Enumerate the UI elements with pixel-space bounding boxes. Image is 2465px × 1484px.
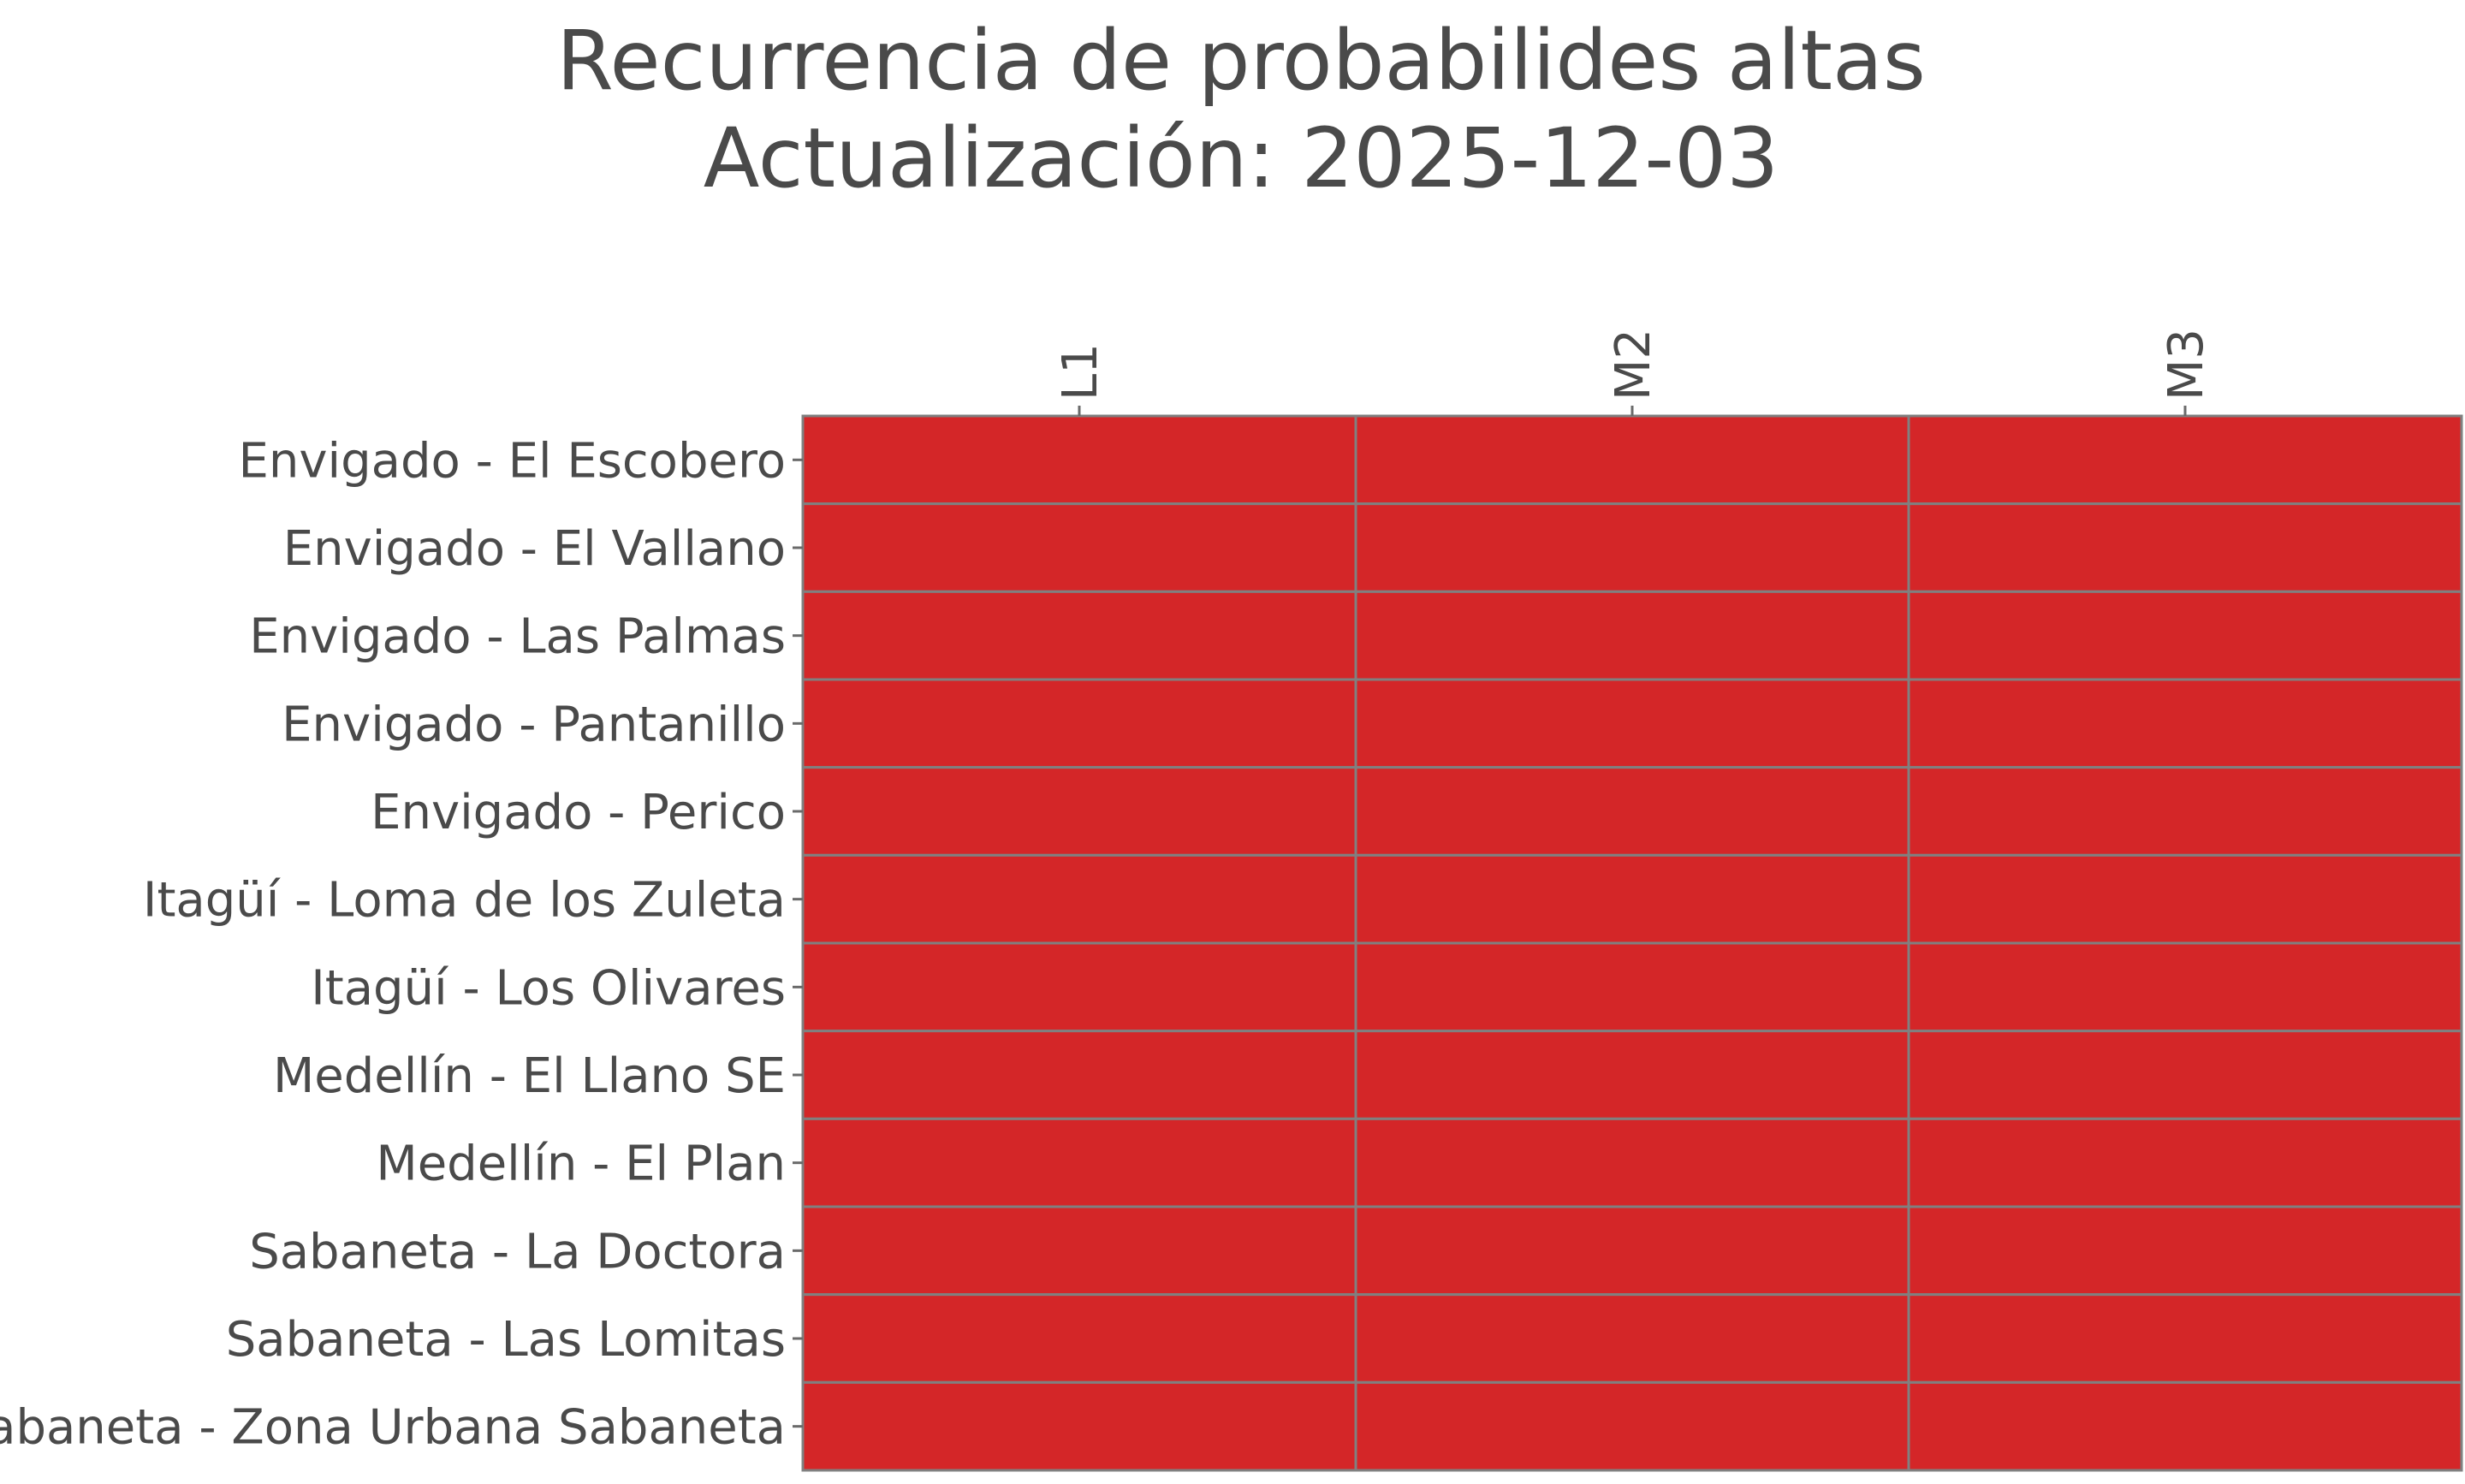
heatmap-cell — [1354, 1205, 1910, 1297]
heatmap-cell — [1354, 414, 1910, 506]
y-tick-label: Envigado - Las Palmas — [249, 609, 786, 665]
heatmap-cells — [801, 414, 2463, 1472]
heatmap-cell — [1354, 678, 1910, 769]
heatmap-cell — [1907, 766, 2463, 857]
heatmap-cell — [801, 1380, 1357, 1472]
y-tick-label: Envigado - Pantanillo — [282, 697, 786, 752]
heatmap-cell — [1907, 414, 2463, 506]
heatmap-cell — [1354, 1293, 1910, 1384]
heatmap-cell — [1354, 502, 1910, 593]
y-tick-label: Itagüí - Los Olivares — [311, 960, 786, 1016]
heatmap-cell — [1354, 590, 1910, 681]
heatmap-cell — [1907, 1205, 2463, 1297]
heatmap-cell — [801, 853, 1357, 945]
heatmap-cell — [801, 678, 1357, 769]
y-tick-label: Sabaneta - Zona Urbana Sabaneta — [0, 1400, 786, 1456]
heatmap-cell — [801, 1205, 1357, 1297]
chart-subtitle: Actualización: 2025-12-03 — [704, 110, 1779, 206]
axis-labels: Envigado - El Escobero Envigado - El Vall… — [0, 329, 2214, 1456]
heatmap-cell — [1907, 502, 2463, 593]
heatmap-cell — [1907, 1030, 2463, 1120]
heatmap-cell — [801, 414, 1357, 506]
heatmap-cell — [801, 941, 1357, 1033]
heatmap-cell — [1907, 941, 2463, 1033]
heatmap-cell — [1354, 766, 1910, 857]
x-tick-label: M2 — [1606, 329, 1661, 401]
heatmap-cell — [1354, 853, 1910, 945]
heatmap-cell — [801, 1117, 1357, 1208]
heatmap-cell — [1354, 1117, 1910, 1208]
y-tick-label: Envigado - El Vallano — [283, 521, 786, 577]
y-tick-label: Envigado - Perico — [371, 785, 786, 840]
heatmap-cell — [801, 502, 1357, 593]
heatmap-cell — [1354, 1380, 1910, 1472]
heatmap-cell — [801, 1293, 1357, 1384]
heatmap-cell — [801, 1030, 1357, 1120]
chart-title: Recurrencia de probabilides altas — [556, 13, 1926, 109]
heatmap-cell — [801, 766, 1357, 857]
y-tick-label: Medellín - El Plan — [376, 1137, 786, 1192]
heatmap-cell — [1354, 941, 1910, 1033]
heatmap-cell — [1907, 1293, 2463, 1384]
y-tick-label: Envigado - El Escobero — [239, 433, 786, 489]
heatmap-cell — [1907, 1380, 2463, 1472]
y-tick-label: Sabaneta - Las Lomitas — [226, 1312, 786, 1368]
heatmap-cell — [1907, 590, 2463, 681]
heatmap-cell — [801, 590, 1357, 681]
heatmap-cell — [1907, 678, 2463, 769]
axis-ticks — [793, 406, 2187, 1428]
x-tick-label: M3 — [2159, 329, 2214, 401]
heatmap-cell — [1354, 1030, 1910, 1120]
x-tick-label: L1 — [1053, 343, 1108, 401]
y-tick-label: Sabaneta - La Doctora — [249, 1224, 786, 1279]
y-tick-label: Itagüí - Loma de los Zuleta — [143, 873, 786, 929]
heatmap-cell — [1907, 1117, 2463, 1208]
heatmap-cell — [1907, 853, 2463, 945]
y-tick-label: Medellín - El Llano SE — [273, 1048, 786, 1104]
